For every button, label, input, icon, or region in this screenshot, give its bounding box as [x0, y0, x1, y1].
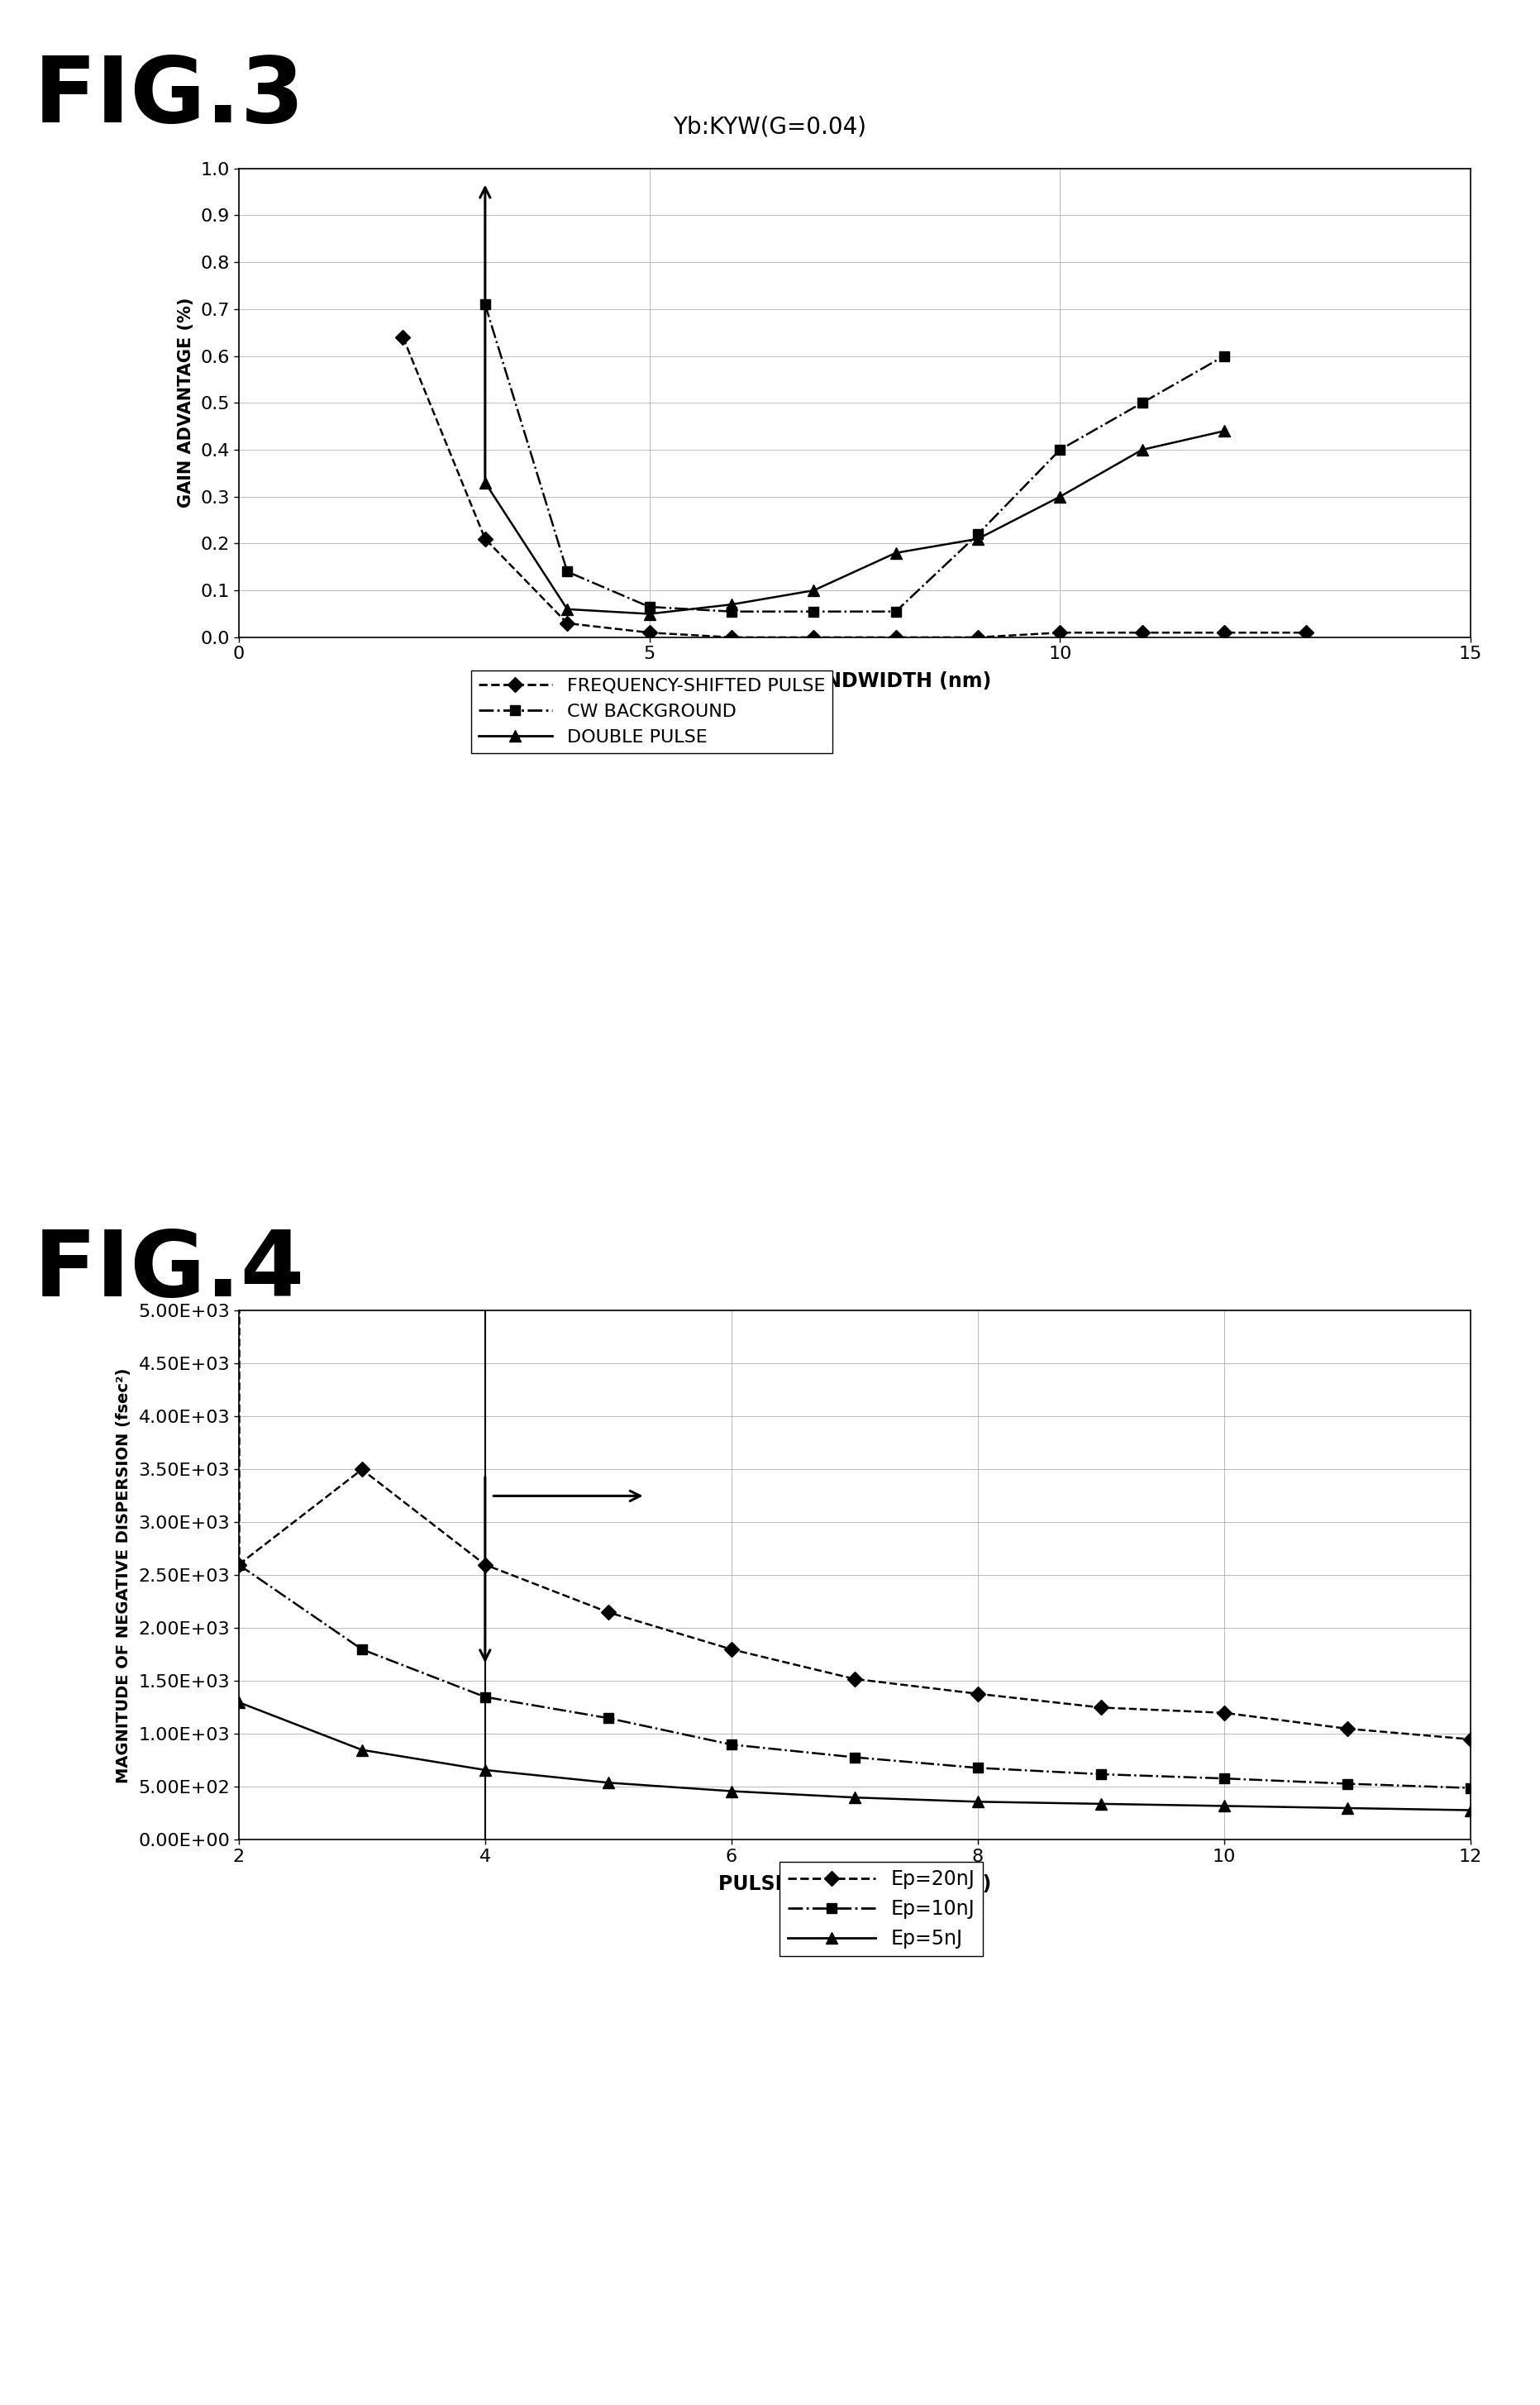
- Text: Yb:KYW(G=0.04): Yb:KYW(G=0.04): [673, 115, 867, 139]
- Text: FIG.3: FIG.3: [34, 53, 305, 142]
- Y-axis label: MAGNITUDE OF NEGATIVE DISPERSION (fsec²): MAGNITUDE OF NEGATIVE DISPERSION (fsec²): [116, 1368, 131, 1782]
- Legend: FREQUENCY-SHIFTED PULSE, CW BACKGROUND, DOUBLE PULSE: FREQUENCY-SHIFTED PULSE, CW BACKGROUND, …: [471, 671, 833, 753]
- Y-axis label: GAIN ADVANTAGE (%): GAIN ADVANTAGE (%): [177, 298, 194, 507]
- X-axis label: PULSE BANDWIDTH (nm): PULSE BANDWIDTH (nm): [718, 671, 992, 693]
- X-axis label: PULSE BANDWIDTH (nm): PULSE BANDWIDTH (nm): [718, 1873, 992, 1895]
- Text: FIG.4: FIG.4: [34, 1227, 305, 1316]
- Legend: Ep=20nJ, Ep=10nJ, Ep=5nJ: Ep=20nJ, Ep=10nJ, Ep=5nJ: [779, 1861, 983, 1955]
